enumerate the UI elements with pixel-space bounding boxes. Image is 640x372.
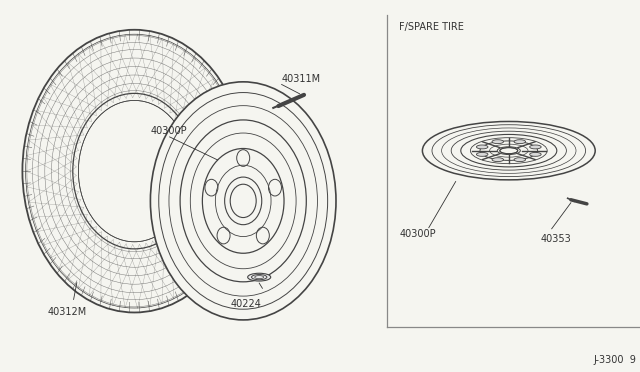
Text: 40311M: 40311M (282, 74, 321, 84)
Text: J-3300  9: J-3300 9 (594, 355, 637, 365)
Ellipse shape (530, 145, 541, 149)
Ellipse shape (79, 100, 191, 242)
Text: 40300P: 40300P (150, 126, 187, 136)
Ellipse shape (476, 145, 488, 149)
Ellipse shape (514, 158, 525, 161)
Ellipse shape (530, 153, 541, 156)
Ellipse shape (476, 153, 488, 156)
Ellipse shape (248, 273, 271, 281)
Text: 40224: 40224 (231, 299, 262, 310)
Ellipse shape (514, 140, 525, 144)
Text: 40300P: 40300P (400, 229, 436, 239)
Ellipse shape (492, 158, 504, 161)
Ellipse shape (500, 148, 518, 154)
Ellipse shape (150, 82, 336, 320)
Text: 40353: 40353 (541, 234, 572, 244)
Text: 40312M: 40312M (48, 307, 87, 317)
Ellipse shape (492, 140, 504, 144)
Text: F/SPARE TIRE: F/SPARE TIRE (399, 22, 463, 32)
